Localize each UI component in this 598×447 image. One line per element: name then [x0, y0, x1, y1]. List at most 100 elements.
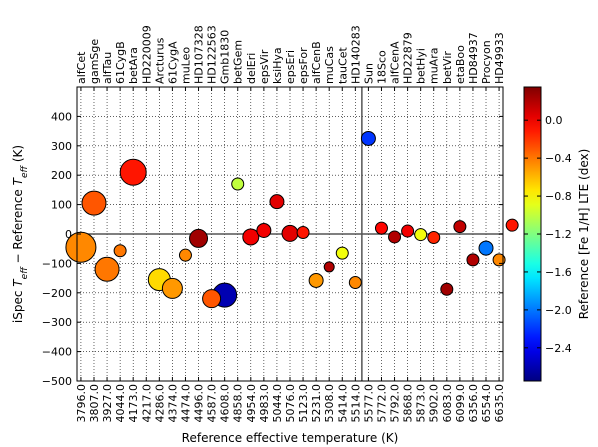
data-point: [466, 253, 480, 267]
data-point: [440, 282, 454, 296]
data-point: [296, 226, 310, 240]
colorbar-tick-label: −0.4: [545, 152, 572, 165]
data-point: [81, 190, 107, 216]
star-name-label: betAra: [127, 47, 140, 84]
x-tick-label: 5123.0: [297, 384, 310, 423]
x-tick-label: 4858.0: [232, 384, 245, 423]
star-name-label: betHyi: [415, 48, 428, 84]
data-point: [281, 224, 299, 242]
x-tick-label: 5514.0: [349, 384, 362, 423]
y-tick-label: −100: [42, 257, 72, 270]
data-point: [242, 228, 260, 246]
data-point: [231, 177, 245, 191]
x-tick-label: 4286.0: [153, 384, 166, 423]
y-axis-ticks: −500 −400 −300 −200 −100 0 100 200 300 400: [42, 110, 503, 388]
y-tick-label: −200: [42, 287, 72, 300]
star-name-label: HD220009: [140, 25, 153, 84]
x-tick-label: 4954.0: [245, 384, 258, 423]
colorbar-ticks: 0.0 −0.4 −0.8 −1.2 −1.6 −2.0 −2.4: [524, 114, 572, 355]
x-tick-label: 5414.0: [336, 384, 349, 423]
star-name-label: tauCet: [336, 47, 349, 84]
star-name-label: epsFor: [297, 47, 310, 84]
y-tick-label: 300: [51, 140, 72, 153]
y-tick-label: 100: [51, 199, 72, 212]
x-tick-label: 5044.0: [271, 384, 284, 423]
star-name-label: HD122563: [206, 25, 219, 84]
colorbar-tick-label: −1.6: [545, 266, 572, 279]
star-name-label: 61CygA: [166, 41, 179, 84]
data-point: [113, 244, 127, 258]
data-point: [323, 261, 335, 273]
star-name-label: alfTau: [101, 52, 114, 84]
data-point: [401, 224, 415, 238]
star-name-label: alfCenB: [310, 41, 323, 84]
star-name-label: Arcturus: [153, 37, 166, 84]
x-tick-label: 4474.0: [179, 384, 192, 423]
data-points: [65, 130, 519, 309]
star-name-label: alfCet: [75, 51, 88, 84]
x-tick-label: 4608.0: [219, 384, 232, 423]
x-tick-label: 5231.0: [310, 384, 323, 423]
data-point: [202, 289, 222, 309]
star-name-label: alfCenA: [389, 41, 402, 84]
x-tick-label: 5873.0: [415, 384, 428, 423]
data-point: [388, 230, 402, 244]
star-name-label: HD22879: [402, 32, 415, 84]
data-point: [161, 277, 183, 299]
y-tick-label: 400: [51, 110, 72, 123]
colorbar-label: Reference [Fe 1/H] LTE (dex): [577, 149, 591, 320]
colorbar-tick-label: 0.0: [545, 114, 563, 127]
x-tick-label: 3927.0: [101, 384, 114, 423]
star-name-label: 18Sco: [375, 50, 388, 84]
data-point: [178, 248, 192, 262]
data-point: [505, 218, 519, 232]
y-tick-label: −300: [42, 316, 72, 329]
data-point: [492, 253, 506, 267]
x-tick-label: 4173.0: [127, 384, 140, 423]
x-tick-label: 5308.0: [323, 384, 336, 423]
data-point: [453, 220, 467, 234]
top-star-labels: alfCet gamSge alfTau 61CygB betAra HD220009 Ar…: [75, 25, 506, 91]
data-point: [427, 231, 441, 245]
x-tick-label: 5792.0: [389, 384, 402, 423]
star-name-label: gamSge: [88, 39, 101, 84]
star-name-label: betGem: [232, 40, 245, 84]
x-tick-label: 6635.0: [493, 384, 506, 423]
star-name-label: HD49933: [493, 32, 506, 84]
x-tick-label: 5902.0: [428, 384, 441, 423]
x-tick-label: 3796.0: [75, 384, 88, 423]
data-point: [335, 246, 349, 260]
y-tick-label: −400: [42, 346, 72, 359]
colorbar-tick-label: −2.0: [545, 304, 572, 317]
star-name-label: epsEri: [284, 50, 297, 84]
data-point: [269, 194, 285, 210]
x-axis-label: Reference effective temperature (K): [182, 431, 399, 445]
x-tick-label: 5076.0: [284, 384, 297, 423]
x-tick-label: 6099.0: [454, 384, 467, 423]
x-tick-label: 6356.0: [467, 384, 480, 423]
x-tick-label: 6554.0: [480, 384, 493, 423]
star-name-label: Gmb1830: [219, 30, 232, 84]
x-tick-label: 4374.0: [166, 384, 179, 423]
data-point: [65, 231, 97, 263]
data-point: [308, 272, 324, 288]
x-tick-label: 4983.0: [258, 384, 271, 423]
data-point: [360, 130, 376, 146]
x-tick-label: 4044.0: [114, 384, 127, 423]
y-tick-label: −500: [42, 375, 72, 388]
star-name-label: ksiHya: [271, 47, 284, 84]
star-name-label: betVir: [441, 51, 454, 84]
bottom-temperature-labels: 3796.0 3807.0 3927.0 4044.0 4173.0 4217.0 4286…: [75, 377, 506, 423]
x-tick-label: 5772.0: [375, 384, 388, 423]
x-tick-label: 4496.0: [193, 384, 206, 423]
x-tick-label: 6083.0: [441, 384, 454, 423]
y-tick-label: 200: [51, 169, 72, 182]
data-point: [414, 228, 428, 242]
star-name-label: HD140283: [349, 25, 362, 84]
star-name-label: HD107328: [193, 25, 206, 84]
data-point: [374, 221, 388, 235]
data-point: [256, 222, 272, 238]
star-name-label: HD84937: [467, 32, 480, 84]
colorbar-tick-label: −0.8: [545, 190, 572, 203]
